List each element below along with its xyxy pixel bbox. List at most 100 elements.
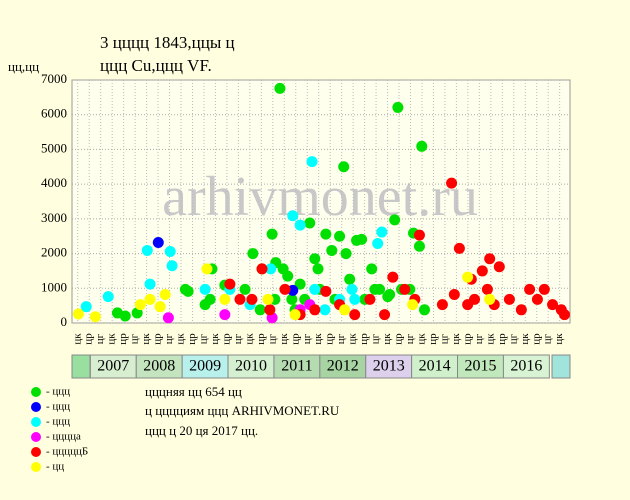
- point: [282, 270, 294, 282]
- point: [344, 273, 356, 285]
- point: [164, 245, 176, 257]
- x-tick-label: цр: [393, 333, 405, 345]
- point: [80, 301, 92, 313]
- y-tick-label: 4000: [41, 175, 67, 190]
- point: [262, 293, 274, 305]
- point: [384, 289, 396, 301]
- x-tick-label: цг: [473, 333, 485, 344]
- point: [481, 283, 493, 295]
- year-label: 2013: [373, 358, 405, 375]
- point: [256, 263, 268, 275]
- x-tick-label: цр: [117, 333, 129, 345]
- point: [392, 101, 404, 113]
- band-edge: [71, 354, 91, 379]
- x-tick-label: цр: [83, 333, 95, 345]
- x-tick-label: цк: [416, 333, 428, 345]
- point: [503, 293, 515, 305]
- legend-marker: [31, 387, 41, 397]
- point: [304, 217, 316, 229]
- legend-label: - ццц: [46, 386, 70, 398]
- point: [407, 299, 419, 311]
- x-tick-label: цр: [324, 333, 336, 345]
- chart-subtitle: ццц Cu,ццц VF.: [100, 56, 212, 75]
- point: [144, 293, 156, 305]
- point: [265, 263, 277, 275]
- point: [372, 238, 384, 250]
- x-tick-label: цк: [553, 333, 565, 345]
- point: [413, 229, 425, 241]
- point: [312, 263, 324, 275]
- point: [484, 293, 496, 305]
- legend-marker: [31, 402, 41, 412]
- x-tick-label: цг: [404, 333, 416, 344]
- point: [294, 219, 306, 231]
- x-tick-label: цг: [542, 333, 554, 344]
- point: [239, 283, 251, 295]
- x-tick-label: цр: [255, 333, 267, 345]
- point: [162, 312, 174, 324]
- point: [531, 293, 543, 305]
- point: [349, 309, 361, 321]
- point: [144, 278, 156, 290]
- point: [287, 210, 299, 222]
- point: [446, 177, 458, 189]
- point: [389, 214, 401, 226]
- point: [154, 301, 166, 313]
- point: [334, 230, 346, 242]
- legend-label: - цццца: [46, 431, 81, 443]
- chart-title: 3 цццц 1843,ццы ц: [100, 33, 235, 52]
- x-tick-label: цр: [461, 333, 473, 345]
- x-tick-label: цр: [427, 333, 439, 345]
- point: [366, 263, 378, 275]
- point: [309, 253, 321, 265]
- point: [326, 244, 338, 256]
- legend-marker: [31, 447, 41, 457]
- point: [166, 260, 178, 272]
- point: [286, 293, 298, 305]
- point: [436, 299, 448, 311]
- x-tick-label: цр: [186, 333, 198, 345]
- point: [469, 293, 481, 305]
- point: [356, 233, 368, 245]
- point: [558, 309, 570, 321]
- point: [134, 299, 146, 311]
- point: [306, 156, 318, 168]
- x-tick-label: цк: [484, 333, 496, 345]
- x-tick-label: цк: [71, 333, 83, 345]
- point: [246, 293, 258, 305]
- point: [131, 307, 143, 319]
- point: [234, 293, 246, 305]
- x-tick-label: цк: [278, 333, 290, 345]
- x-tick-label: цг: [266, 333, 278, 344]
- point: [419, 304, 431, 316]
- x-tick-label: цг: [232, 333, 244, 344]
- x-tick-label: цк: [519, 333, 531, 345]
- point: [547, 299, 559, 311]
- point: [264, 304, 276, 316]
- point: [376, 226, 388, 238]
- y-tick-label: 2000: [41, 245, 67, 260]
- point: [289, 309, 301, 321]
- point: [338, 161, 350, 173]
- x-tick-label: цг: [94, 333, 106, 344]
- point: [219, 309, 231, 321]
- x-tick-label: цр: [152, 333, 164, 345]
- point: [309, 304, 321, 316]
- x-tick-label: цг: [507, 333, 519, 344]
- year-label: 2008: [143, 358, 175, 375]
- point: [413, 240, 425, 252]
- x-tick-label: цг: [163, 333, 175, 344]
- year-label: 2016: [510, 358, 542, 375]
- y-tick-label: 3000: [41, 210, 67, 225]
- point: [416, 140, 428, 152]
- point: [320, 285, 332, 297]
- point: [266, 228, 278, 240]
- x-tick-label: цр: [530, 333, 542, 345]
- x-tick-label: цк: [140, 333, 152, 345]
- year-cell: [502, 354, 550, 379]
- point: [399, 283, 411, 295]
- point: [340, 248, 352, 260]
- legend-marker: [31, 462, 41, 472]
- x-tick-label: цк: [243, 333, 255, 345]
